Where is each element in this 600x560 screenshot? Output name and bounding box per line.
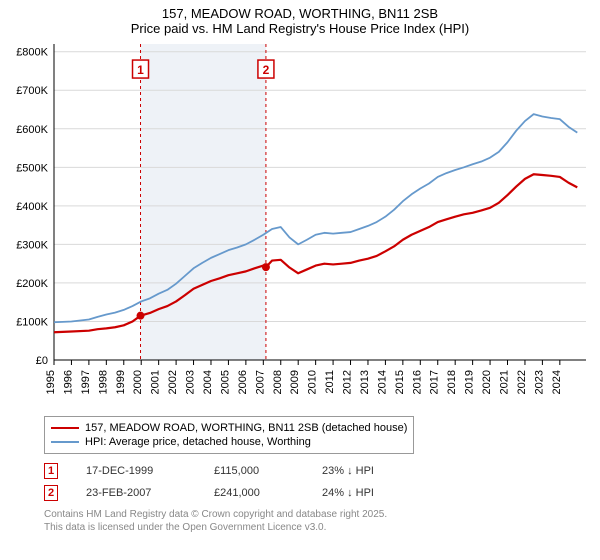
svg-text:2016: 2016 [411,370,423,394]
svg-text:2: 2 [263,63,270,77]
svg-text:2018: 2018 [446,370,458,394]
title-line-2: Price paid vs. HM Land Registry's House … [0,21,600,40]
title-line-1: 157, MEADOW ROAD, WORTHING, BN11 2SB [0,0,600,21]
event-marker-2: 2 [44,485,58,501]
svg-text:£800K: £800K [16,47,48,59]
legend: 157, MEADOW ROAD, WORTHING, BN11 2SB (de… [44,416,414,454]
svg-text:£200K: £200K [16,278,48,290]
svg-text:£500K: £500K [16,162,48,174]
event-marker-1: 1 [44,463,58,479]
svg-text:£100K: £100K [16,316,48,328]
svg-text:2023: 2023 [533,370,545,394]
svg-text:2000: 2000 [132,370,144,394]
footer-line-1: Contains HM Land Registry data © Crown c… [44,508,590,521]
legend-label-1: 157, MEADOW ROAD, WORTHING, BN11 2SB (de… [85,422,407,434]
svg-text:2003: 2003 [185,370,197,394]
svg-text:2008: 2008 [272,370,284,394]
svg-text:£300K: £300K [16,239,48,251]
svg-text:£400K: £400K [16,201,48,213]
chart-area: £0 £100K £200K £300K £400K £500K £600K £700K £80… [10,40,590,410]
chart-svg: £0 £100K £200K £300K £400K £500K £600K £700K £80… [10,40,590,410]
svg-text:2020: 2020 [481,370,493,394]
chart-container: 157, MEADOW ROAD, WORTHING, BN11 2SB Pri… [0,0,600,560]
svg-text:2002: 2002 [167,370,179,394]
svg-text:£600K: £600K [16,124,48,136]
event-note-1: 23% ↓ HPI [322,465,412,477]
svg-text:2011: 2011 [324,370,336,394]
event-price-2: £241,000 [214,487,294,499]
svg-text:2017: 2017 [429,370,441,394]
event-note-2: 24% ↓ HPI [322,487,412,499]
event-table: 1 17-DEC-1999 £115,000 23% ↓ HPI 2 23-FE… [44,460,590,504]
svg-text:1998: 1998 [97,370,109,394]
event-date-1: 17-DEC-1999 [86,465,186,477]
svg-text:2015: 2015 [394,370,406,394]
svg-text:1999: 1999 [115,370,127,394]
event-row-1: 1 17-DEC-1999 £115,000 23% ↓ HPI [44,460,590,482]
svg-text:1997: 1997 [80,370,92,394]
legend-swatch-blue [51,441,79,443]
svg-text:2013: 2013 [359,370,371,394]
svg-text:2005: 2005 [219,370,231,394]
footer: Contains HM Land Registry data © Crown c… [44,508,590,534]
svg-text:2014: 2014 [376,370,388,394]
svg-text:2012: 2012 [342,370,354,394]
event-date-2: 23-FEB-2007 [86,487,186,499]
svg-text:£0: £0 [36,355,48,367]
svg-text:2009: 2009 [289,370,301,394]
svg-text:2007: 2007 [254,370,266,394]
svg-text:2004: 2004 [202,370,214,394]
footer-line-2: This data is licensed under the Open Gov… [44,521,590,534]
svg-text:1996: 1996 [62,370,74,394]
legend-row-1: 157, MEADOW ROAD, WORTHING, BN11 2SB (de… [51,421,407,435]
svg-text:2006: 2006 [237,370,249,394]
legend-swatch-red [51,427,79,430]
svg-text:2024: 2024 [551,370,563,394]
svg-text:2019: 2019 [464,370,476,394]
svg-text:2022: 2022 [516,370,528,394]
event-row-2: 2 23-FEB-2007 £241,000 24% ↓ HPI [44,482,590,504]
svg-text:£700K: £700K [16,85,48,97]
svg-text:1: 1 [137,63,144,77]
legend-label-2: HPI: Average price, detached house, Wort… [85,436,311,448]
svg-text:2010: 2010 [307,370,319,394]
svg-text:1995: 1995 [45,370,57,394]
svg-text:2021: 2021 [499,370,511,394]
svg-text:2001: 2001 [150,370,162,394]
legend-row-2: HPI: Average price, detached house, Wort… [51,435,407,449]
event-price-1: £115,000 [214,465,294,477]
